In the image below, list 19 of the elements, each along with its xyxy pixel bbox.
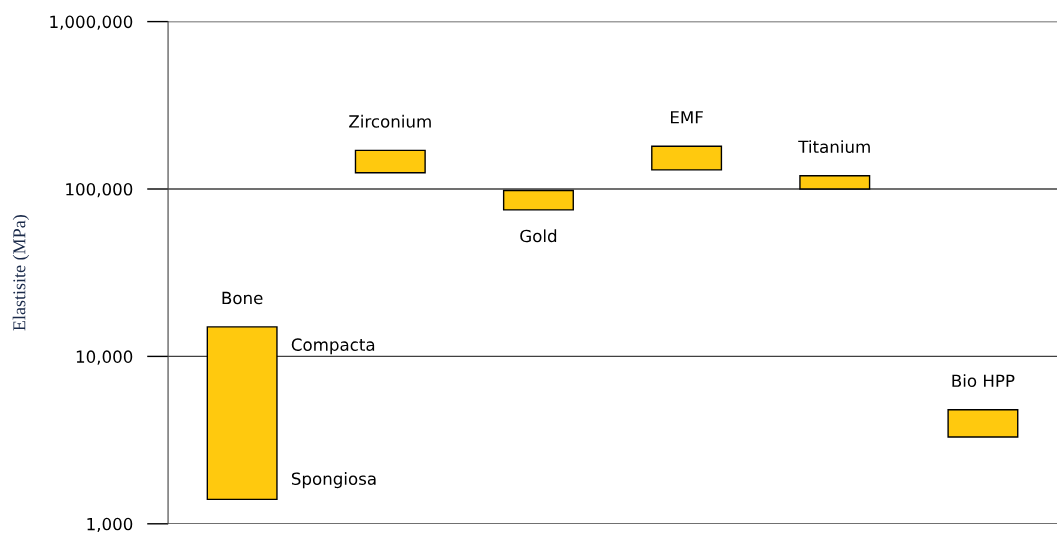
y-tick-label: 1,000,000 [50,15,133,30]
bar [799,175,871,190]
x-tick-label: Bio HPP [952,374,1015,388]
x-tick-label: EMF [671,111,703,124]
bar [502,189,574,211]
bar [354,149,426,174]
bar [947,409,1019,438]
bar [206,326,278,501]
x-tick-label: Gold [520,229,557,243]
y-tick-label: 1,000 [87,517,133,533]
x-tick-label: Titanium [798,140,870,154]
x-tick-label: Zirconium [349,114,431,128]
bar [651,145,723,171]
y-tick-label: 10,000 [76,350,133,365]
annotation: Spongiosa [291,472,376,489]
y-axis-title: Elastisite (MPa) [12,215,30,331]
x-tick-label: Bone [222,291,263,305]
annotation: Compacta [291,338,375,355]
y-tick-label: 100,000 [66,182,133,198]
